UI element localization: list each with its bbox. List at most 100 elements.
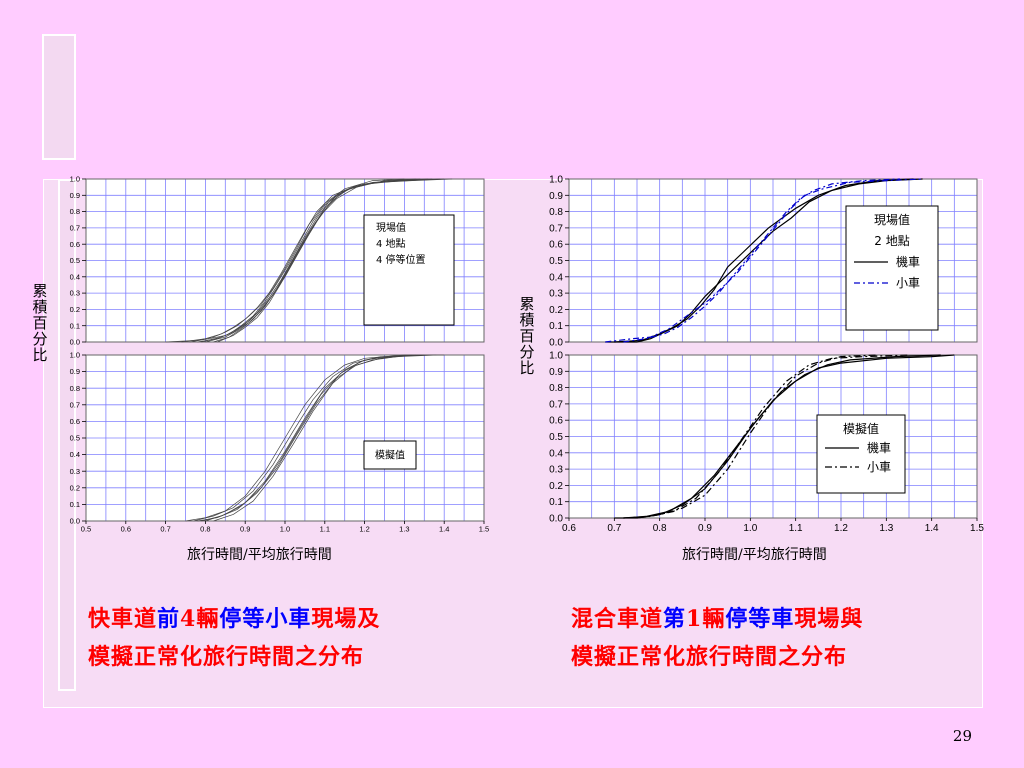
- right-y-axis-label: 累積百分比: [519, 295, 535, 377]
- left-caption-line2: 模擬正常化旅行時間之分布: [88, 644, 365, 670]
- left-y-axis-label: 累積百分比: [32, 282, 48, 364]
- y-tick-label: 0.9: [70, 367, 80, 376]
- y-tick-label: 0.2: [70, 483, 80, 492]
- y-tick-label: 0.7: [70, 400, 80, 409]
- y-tick-label: 0.2: [70, 305, 80, 314]
- series-line: [636, 354, 878, 519]
- left-caption-segment: 停等小車: [219, 606, 312, 632]
- chart-left-top: 0.0 0.1 0.2 0.3 0.4 0.5 0.6 0.7 0.8 0.9 1.0 現場值 4 地點…: [70, 175, 485, 347]
- x-tick-label: 1.3: [399, 525, 409, 534]
- y-tick-label: 0.1: [70, 321, 80, 330]
- legend-text: 機車: [867, 440, 891, 455]
- left-caption-line1: 快車道前4輛停等小車現場及: [88, 603, 380, 635]
- y-tick-label: 0.6: [70, 417, 80, 426]
- x-tick-label: 1.4: [439, 525, 449, 534]
- chart-left-bottom: 0.0 0.1 0.2 0.3 0.4 0.5 0.6 0.7 0.8 0.9 1.0 0.5 0.6 0…: [70, 351, 490, 534]
- right-caption-segment: 混合車道: [571, 606, 664, 632]
- y-tick-label: 0.4: [549, 272, 563, 283]
- y-tick-label: 0.6: [70, 240, 80, 249]
- y-tick-label: 0.8: [549, 383, 563, 394]
- series-line: [623, 178, 900, 343]
- right-caption-line1: 混合車道第1輛停等車現場與: [571, 603, 863, 635]
- x-tick-label: 0.6: [121, 525, 131, 534]
- y-tick-label: 0.7: [549, 399, 563, 410]
- legend-text: 2 地點: [874, 234, 909, 248]
- series-line: [217, 178, 453, 343]
- accent-bar-side: [58, 179, 76, 691]
- legend-box: [845, 205, 939, 331]
- y-tick-label: 0.6: [549, 416, 563, 427]
- y-tick-label: 0.0: [70, 338, 80, 347]
- y-tick-label: 1.0: [549, 351, 563, 362]
- legend-text: 小車: [867, 460, 891, 474]
- y-tick-label: 0.9: [549, 191, 563, 202]
- legend-box: [363, 214, 455, 326]
- legend-text: 小車: [896, 276, 920, 290]
- series-line: [213, 354, 437, 522]
- right-x-axis-label: 旅行時間/平均旅行時間: [682, 547, 827, 563]
- x-tick-label: 0.6: [562, 523, 576, 534]
- y-tick-label: 1.0: [549, 175, 563, 186]
- y-tick-label: 0.5: [549, 432, 563, 443]
- x-tick-label: 1.4: [925, 523, 939, 534]
- y-tick-label: 0.8: [549, 207, 563, 218]
- chart-right-top: 0.0 0.1 0.2 0.3 0.4 0.5 0.6 0.7 0.8 0.9 1.0 現場值 2 地點…: [549, 175, 978, 349]
- right-caption-line2: 模擬正常化旅行時間之分布: [571, 644, 848, 670]
- right-caption-segment: 輛: [702, 606, 726, 632]
- y-tick-label: 0.5: [70, 434, 80, 443]
- left-caption-segment: 4: [180, 606, 197, 632]
- x-tick-label: 0.7: [607, 523, 621, 534]
- x-tick-label: 0.8: [200, 525, 210, 534]
- y-tick-label: 0.9: [70, 191, 80, 200]
- y-tick-label: 0.3: [70, 467, 80, 476]
- right-caption-segment: 1: [686, 606, 703, 632]
- series-line: [201, 178, 433, 343]
- y-tick-label: 0.3: [549, 289, 563, 300]
- x-tick-label: 0.7: [160, 525, 170, 534]
- legend-text: 模擬值: [843, 421, 879, 436]
- x-tick-label: 1.5: [970, 523, 984, 534]
- y-tick-label: 0.0: [549, 338, 563, 349]
- y-tick-label: 0.0: [70, 517, 80, 526]
- left-caption-segment: 快車道: [88, 606, 158, 632]
- y-tick-label: 1.0: [70, 351, 80, 360]
- legend-text: 機車: [896, 254, 920, 269]
- y-tick-label: 0.5: [549, 256, 563, 267]
- y-tick-label: 0.4: [549, 448, 563, 459]
- left-caption-segment: 輛: [196, 606, 220, 632]
- legend-text: 模擬值: [375, 449, 405, 462]
- x-tick-label: 0.5: [81, 525, 91, 534]
- legend-box: [363, 440, 417, 470]
- y-tick-label: 0.5: [70, 256, 80, 265]
- legend-text: 4 停等位置: [376, 253, 426, 266]
- legend-text: 現場值: [376, 221, 406, 234]
- x-tick-label: 1.0: [743, 523, 757, 534]
- x-tick-label: 0.9: [240, 525, 250, 534]
- y-tick-label: 0.1: [549, 321, 563, 332]
- page-number: 29: [952, 727, 972, 745]
- y-tick-label: 0.8: [70, 207, 80, 216]
- left-caption-segment: 前: [157, 606, 181, 632]
- right-caption-segment: 停等車: [725, 606, 795, 632]
- x-tick-label: 0.8: [653, 523, 667, 534]
- series-line: [193, 354, 413, 522]
- chart-right-bottom: 0.0 0.1 0.2 0.3 0.4 0.5 0.6 0.7 0.8 0.9 1.0 0.6 0.7 0…: [549, 351, 984, 535]
- y-tick-label: 0.8: [70, 384, 80, 393]
- y-tick-label: 0.1: [70, 500, 80, 509]
- y-tick-label: 0.7: [549, 223, 563, 234]
- series-line: [205, 354, 425, 522]
- y-tick-label: 0.9: [549, 367, 563, 378]
- x-tick-label: 1.2: [359, 525, 369, 534]
- x-tick-label: 1.0: [280, 525, 290, 534]
- y-tick-label: 0.2: [549, 481, 563, 492]
- y-tick-label: 1.0: [70, 175, 80, 184]
- legend-text: 4 地點: [376, 237, 406, 250]
- y-tick-label: 0.2: [549, 305, 563, 316]
- y-tick-label: 0.7: [70, 224, 80, 233]
- series-line: [165, 178, 405, 343]
- y-tick-label: 0.0: [549, 514, 563, 525]
- legend-text: 現場值: [874, 212, 910, 227]
- legend-box: [816, 414, 906, 494]
- x-tick-label: 1.2: [834, 523, 848, 534]
